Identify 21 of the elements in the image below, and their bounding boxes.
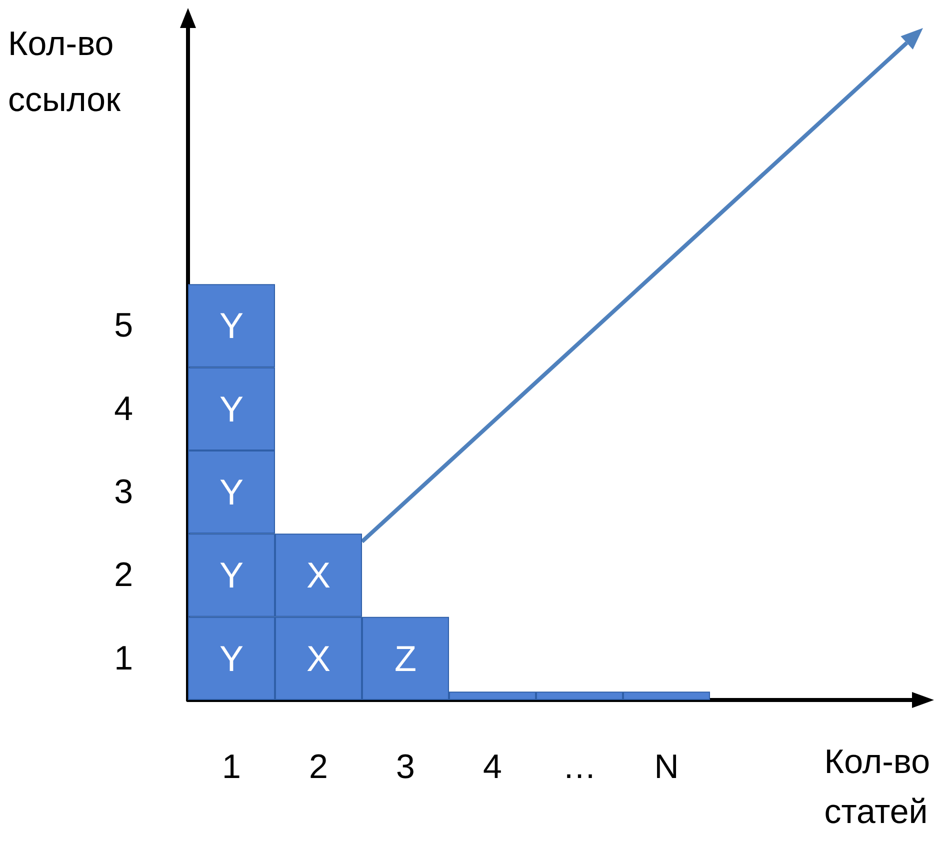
data-label: Z (394, 638, 416, 679)
data-label: X (306, 638, 331, 679)
data-label: Y (219, 554, 244, 596)
x-tick-label: 1 (222, 748, 241, 786)
data-label: X (306, 554, 331, 596)
data-label: Y (219, 388, 244, 430)
x-axis-title: Кол-во статей (824, 743, 930, 831)
y-tick-label: 4 (114, 390, 133, 428)
y-tick-label: 5 (114, 306, 133, 345)
x-tick-label: 3 (396, 748, 415, 786)
x-tick-label: 2 (309, 748, 328, 786)
x-tick-label: 4 (483, 748, 502, 786)
data-label: Y (219, 305, 244, 346)
x-tick-label: … (562, 748, 596, 786)
x-tick-label: N (654, 748, 679, 786)
data-label: Y (219, 638, 244, 679)
data-label: Y (219, 472, 244, 513)
y-tick-label: 1 (114, 639, 133, 678)
y-tick-label: 3 (114, 473, 133, 512)
y-axis-title: Кол-во ссылок (8, 25, 122, 119)
y-tick-label: 2 (114, 556, 133, 594)
